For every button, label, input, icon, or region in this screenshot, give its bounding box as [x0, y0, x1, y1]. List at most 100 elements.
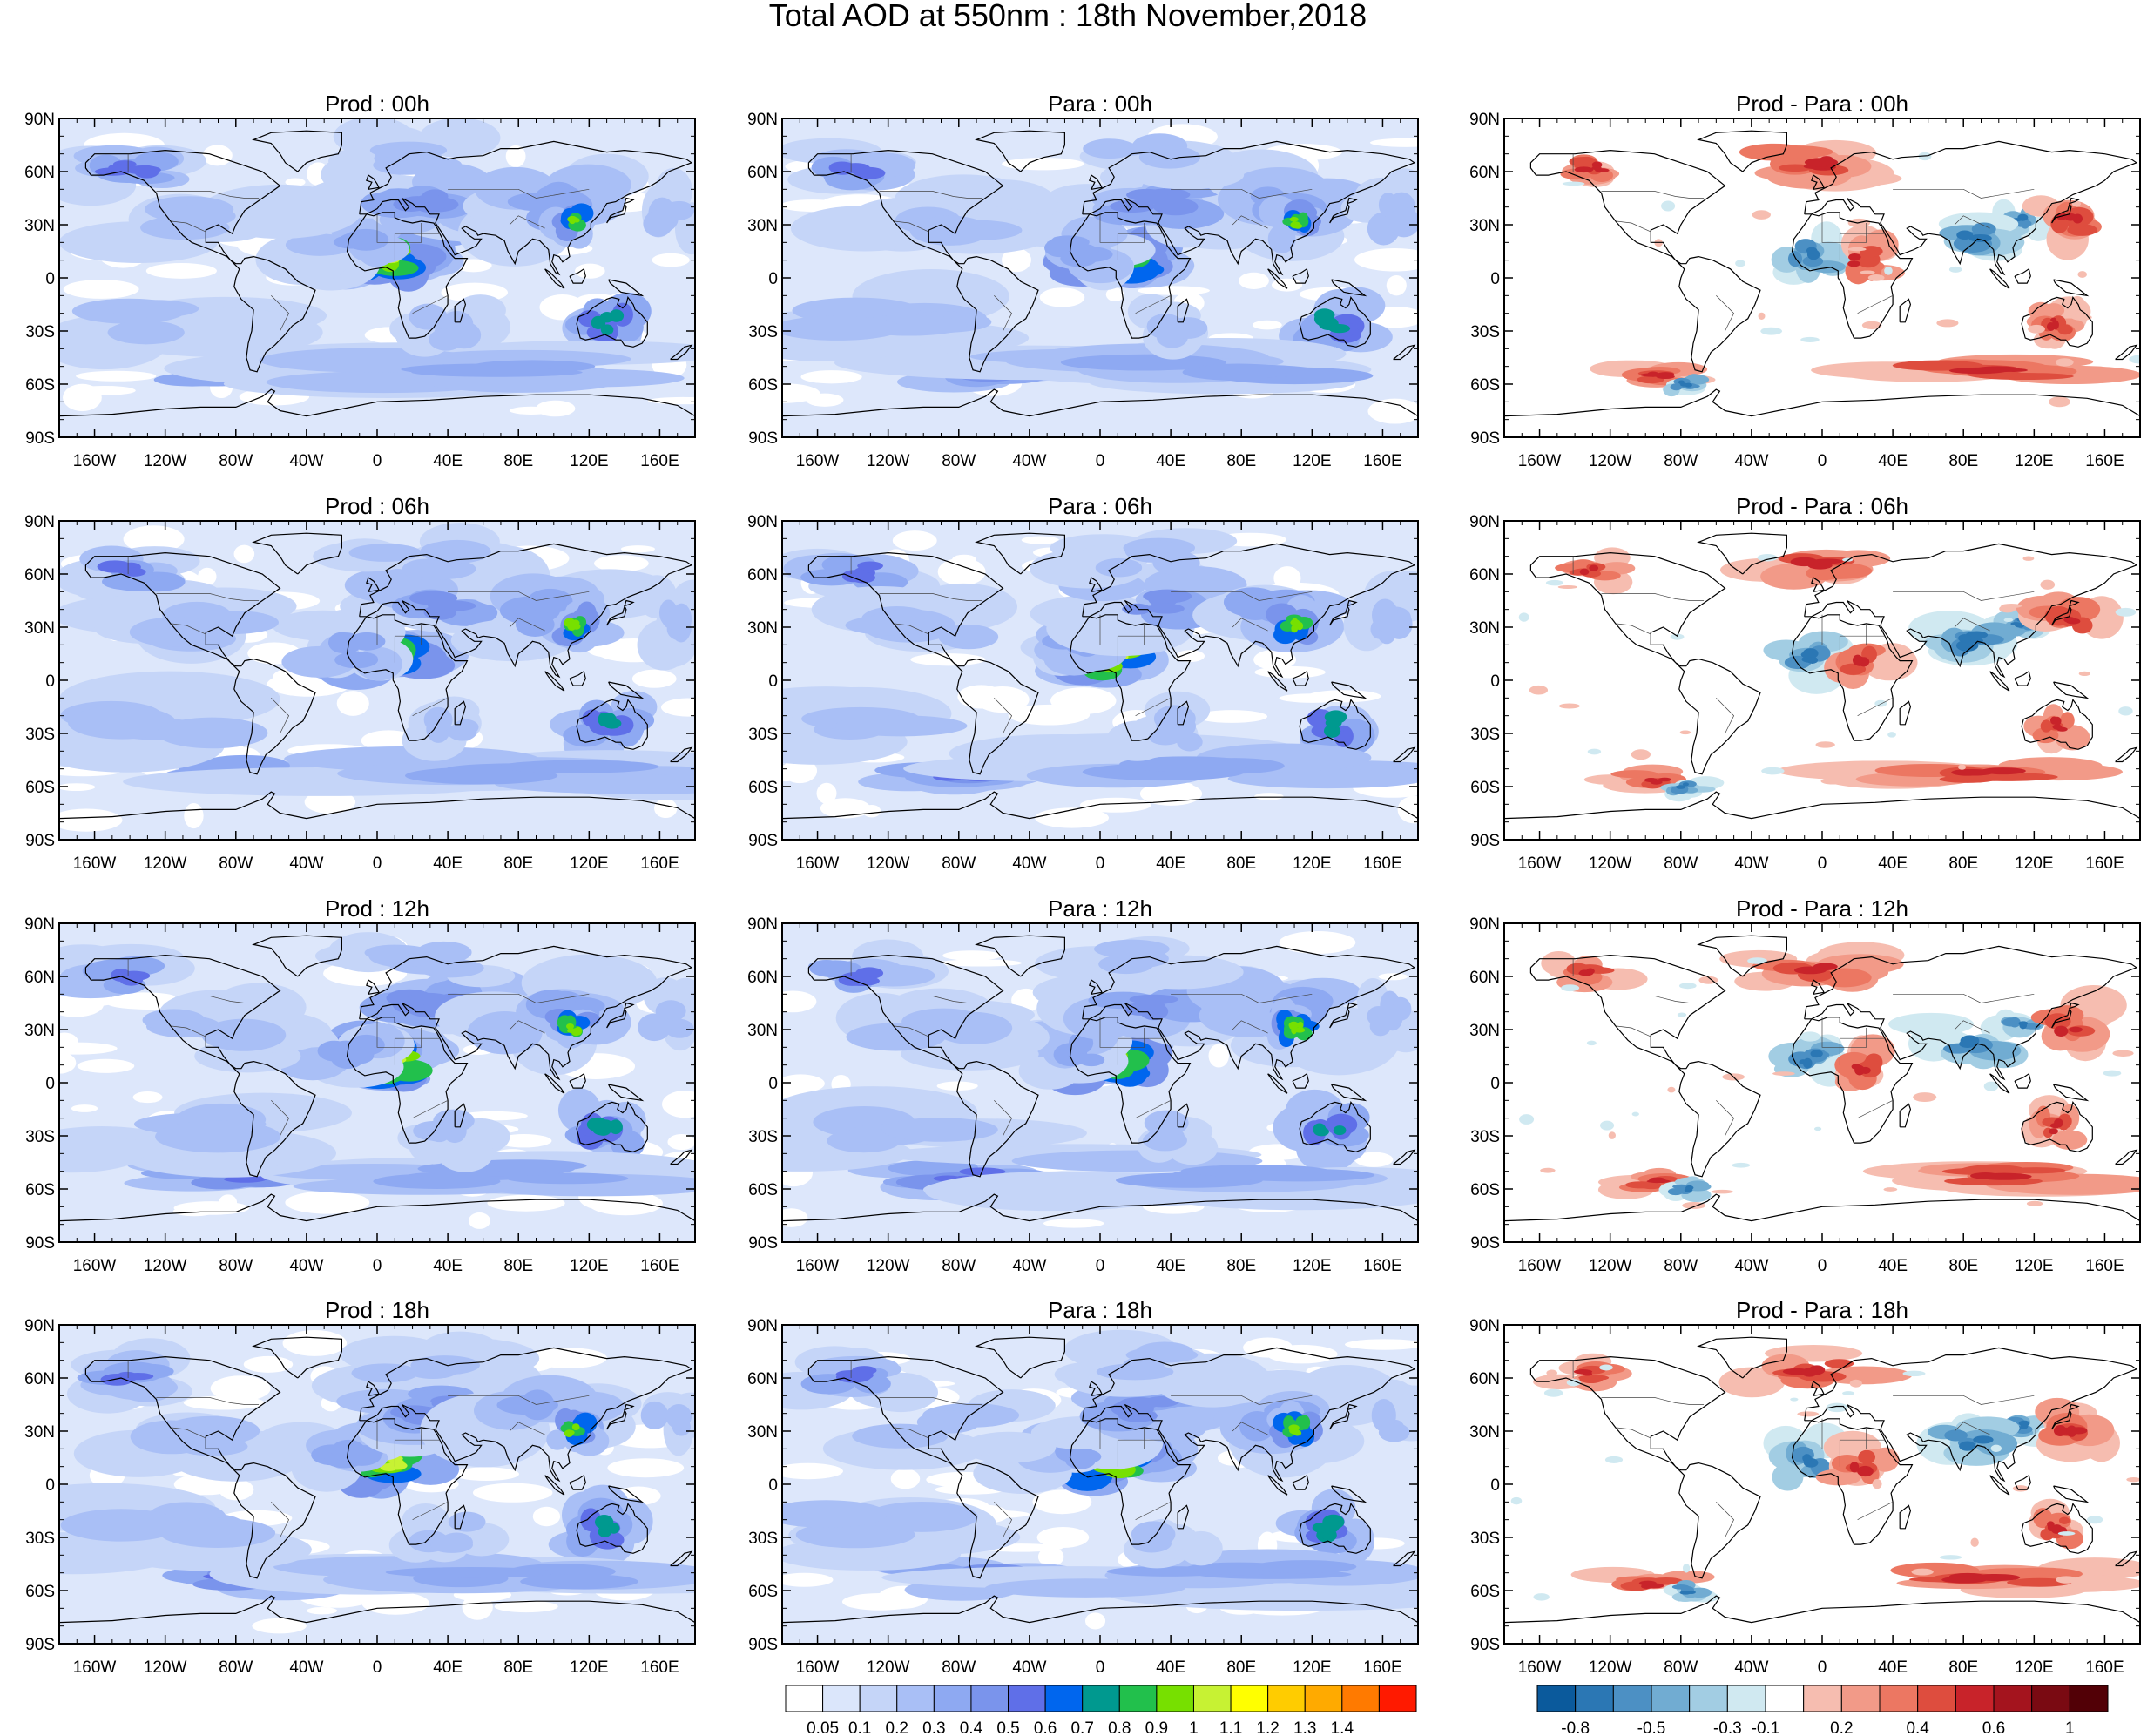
aod-contour [603, 718, 622, 729]
difference-contour [2063, 617, 2076, 623]
low-aod-patch [957, 685, 1005, 709]
coastline [1267, 1073, 1288, 1094]
country-border [994, 1502, 1013, 1538]
lon-tick-label: 120E [1293, 1658, 1331, 1677]
map-panel: Para : 18h 90N 60N 30N 0 30S 60S 90S 160W 120W 80W… [747, 1297, 1419, 1677]
coastline [2115, 1550, 2138, 1567]
country-border [879, 1397, 982, 1405]
low-aod-patch [307, 1606, 338, 1615]
coastline [2051, 599, 2080, 626]
difference-contour [1847, 260, 1860, 267]
coastline [1697, 532, 1787, 575]
colorbar-label: 0.2 [1830, 1719, 1853, 1736]
country-border [1839, 1439, 1884, 1467]
difference-speck [1772, 1071, 1795, 1076]
aod-contour [665, 1018, 694, 1038]
lat-tick-label: 30N [24, 1022, 55, 1040]
low-aod-patch [936, 1081, 978, 1091]
difference-contour [1965, 631, 1989, 639]
colorbar-label: 0.4 [1906, 1719, 1929, 1736]
aod-contour [640, 1401, 669, 1430]
coastline [346, 1418, 469, 1545]
lat-tick-label: 90S [25, 1636, 55, 1654]
difference-contour [1959, 1441, 1976, 1451]
difference-contour [1610, 770, 1658, 779]
difference-speck [2012, 1485, 2029, 1492]
lon-tick-label: 120E [570, 1658, 608, 1677]
lat-tick-label: 30N [1469, 217, 1500, 235]
country-border [1099, 1418, 1145, 1449]
difference-contour [1944, 1429, 1968, 1442]
low-aod-patch [782, 1462, 843, 1480]
country-border [1232, 1422, 1268, 1435]
difference-speck [1939, 1555, 1962, 1560]
aod-contour [1060, 354, 1227, 371]
coastline [1804, 543, 2138, 679]
aod-contour [59, 1131, 145, 1173]
difference-contour [1975, 372, 2074, 381]
country-border [1893, 1395, 2035, 1405]
lon-tick-label: 80W [1664, 452, 1698, 470]
lon-tick-label: 160E [640, 1257, 679, 1275]
aod-contour [157, 717, 268, 749]
difference-speck [1758, 312, 1766, 320]
low-aod-patch [111, 992, 175, 1002]
difference-speck [2094, 1569, 2114, 1576]
aod-contour [1325, 718, 1342, 728]
coastline [1177, 1504, 1190, 1530]
difference-speck [1757, 554, 1778, 562]
difference-contour [2051, 320, 2059, 330]
country-border [170, 1025, 206, 1037]
aod-contour [782, 1500, 888, 1528]
coastline [1299, 699, 1371, 750]
difference-speck [1732, 1162, 1751, 1168]
panel-grid: Prod : 00h 90N 60N 30N 0 30S 60S 90S 160W 120W 80W… [24, 91, 2141, 1677]
low-aod-patch [198, 567, 217, 586]
difference-contour [1860, 1466, 1870, 1476]
aod-contour [1094, 939, 1170, 959]
low-aod-patch [1254, 793, 1284, 800]
country-border [271, 1100, 290, 1137]
lat-tick-label: 60N [1469, 164, 1500, 182]
coastline [1299, 1101, 1371, 1152]
country-border [1171, 1395, 1313, 1405]
lon-tick-label: 40W [1734, 1257, 1768, 1275]
low-aod-patch [59, 783, 96, 792]
lat-tick-label: 90N [747, 111, 778, 129]
lat-tick-label: 30N [24, 217, 55, 235]
difference-contour [2067, 224, 2097, 236]
coastline [1811, 979, 1825, 995]
country-border [394, 233, 439, 260]
aod-contour [334, 651, 379, 669]
country-border [1135, 1099, 1172, 1119]
difference-speck [1566, 1379, 1581, 1387]
low-aod-patch [667, 1133, 695, 1151]
low-aod-patch [219, 1194, 238, 1211]
aod-contour [423, 706, 453, 733]
difference-speck [1867, 274, 1885, 281]
coastline [608, 279, 645, 297]
difference-speck [1800, 1031, 1820, 1042]
coastline [1529, 1355, 1761, 1579]
coastline [1292, 1072, 1309, 1089]
country-border [271, 698, 290, 734]
aod-contour [346, 1047, 375, 1064]
lon-tick-label: 120E [2015, 854, 2053, 873]
aod-contour [408, 558, 476, 580]
lon-tick-label: 40W [1012, 1658, 1046, 1677]
lat-tick-label: 90N [24, 1317, 55, 1335]
country-border [509, 1020, 545, 1034]
low-aod-patch [782, 1208, 808, 1227]
difference-speck [1682, 1564, 1691, 1573]
low-aod-patch [1105, 287, 1124, 301]
country-border [1954, 1020, 1990, 1034]
difference-speck [1711, 1189, 1733, 1194]
coastline [1082, 1347, 1416, 1483]
country-border [1716, 1502, 1735, 1538]
coastline [1989, 1475, 2010, 1496]
aod-contour [107, 321, 185, 345]
coastline [359, 945, 693, 1081]
aod-contour [571, 1423, 580, 1431]
lat-tick-label: 30N [24, 1423, 55, 1442]
coastline [569, 1072, 586, 1089]
